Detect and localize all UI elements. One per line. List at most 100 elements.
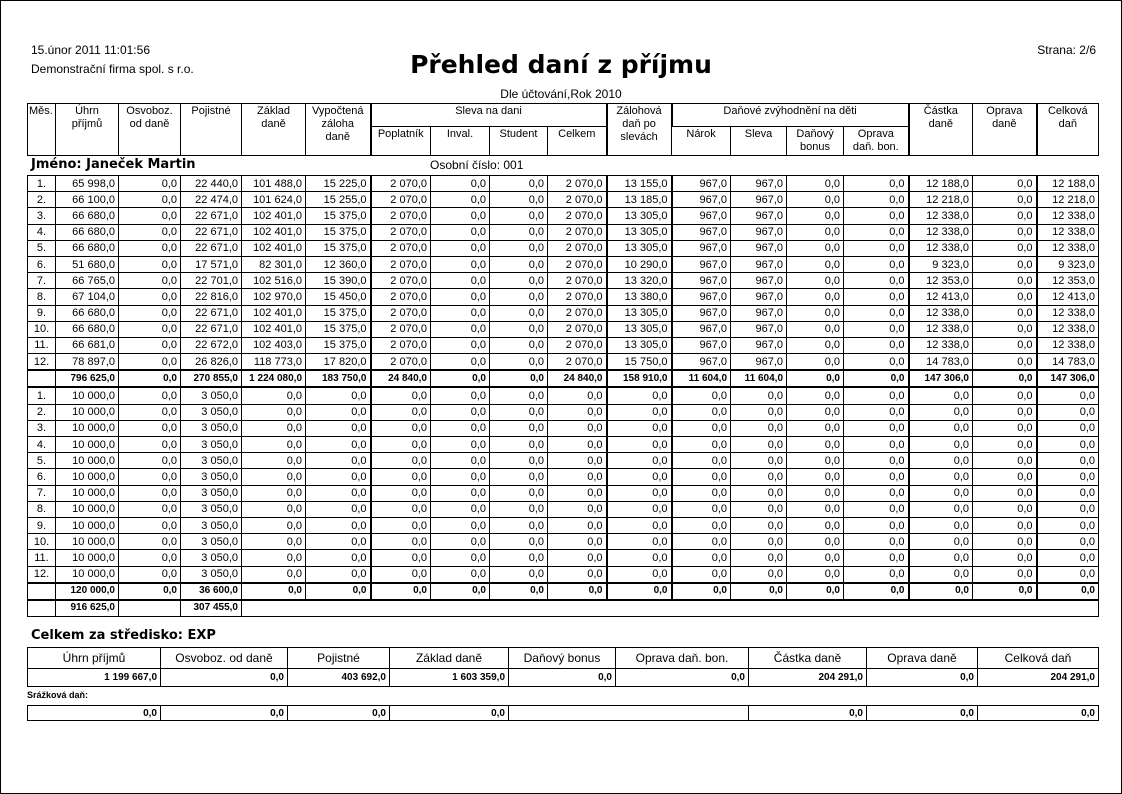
value-cell: 66 681,0 bbox=[55, 336, 119, 355]
value-cell: 0,0 bbox=[786, 320, 844, 338]
value-cell: 0,0 bbox=[118, 386, 181, 405]
value-cell: 10 000,0 bbox=[55, 484, 119, 502]
value-cell: 967,0 bbox=[670, 174, 731, 193]
value-cell: 0,0 bbox=[369, 435, 431, 454]
value-cell: 147 306,0 bbox=[907, 369, 973, 388]
value-cell: 158 910,0 bbox=[605, 369, 672, 388]
summary-value-cell: 0,0 bbox=[866, 668, 978, 687]
value-cell: 0,0 bbox=[843, 255, 909, 274]
value-cell: 0,0 bbox=[972, 207, 1037, 225]
table-row: 5. 66 680,0 0,0 22 671,0 102 401,0 15 375,0 2 … bbox=[27, 239, 1099, 257]
value-cell: 0,0 bbox=[305, 484, 371, 502]
value-cell: 0,0 bbox=[241, 500, 306, 518]
value-cell: 0,0 bbox=[547, 386, 607, 405]
col-advance-after-relief: Zálohová daň po slevách bbox=[605, 103, 673, 156]
value-cell: 22 672,0 bbox=[180, 336, 242, 355]
value-cell: 0,0 bbox=[605, 565, 672, 584]
value-cell: 13 305,0 bbox=[605, 207, 672, 225]
value-cell: 12 413,0 bbox=[907, 288, 973, 306]
value-cell: 0,0 bbox=[843, 320, 909, 338]
value-cell: 0,0 bbox=[369, 565, 431, 584]
value-cell: 0,0 bbox=[430, 353, 490, 371]
value-cell: 0,0 bbox=[489, 386, 548, 405]
value-cell: 967,0 bbox=[730, 336, 787, 355]
value-cell: 0,0 bbox=[730, 484, 787, 502]
value-cell: 0,0 bbox=[730, 452, 787, 470]
value-cell: 0,0 bbox=[843, 272, 909, 290]
column-header-table: Měs. Úhrn příjmů Osvoboz. od daně Pojist… bbox=[27, 103, 1100, 156]
value-cell: 0,0 bbox=[430, 223, 490, 241]
value-cell: 0,0 bbox=[907, 581, 973, 601]
value-cell: 17 571,0 bbox=[180, 255, 242, 274]
value-cell: 0,0 bbox=[786, 419, 844, 438]
value-cell: 22 671,0 bbox=[180, 223, 242, 241]
table-row: 7. 10 000,0 0,0 3 050,0 0,0 0,0 0,0 0,0 0,0 0,0 0,… bbox=[27, 484, 1099, 502]
value-cell: 9 323,0 bbox=[907, 255, 973, 274]
value-cell: 82 301,0 bbox=[241, 255, 306, 274]
value-cell: 967,0 bbox=[670, 255, 731, 274]
value-cell: 15 390,0 bbox=[305, 272, 371, 290]
col-relief-total: Celkem bbox=[546, 126, 608, 156]
value-cell: 2 070,0 bbox=[369, 304, 431, 322]
value-cell: 12 338,0 bbox=[1035, 239, 1099, 257]
table-row: 1. 10 000,0 0,0 3 050,0 0,0 0,0 0,0 0,0 0,0 0,0 0,… bbox=[27, 386, 1099, 405]
table-row: 1. 65 998,0 0,0 22 440,0 101 488,0 15 225,0 2 … bbox=[27, 174, 1099, 193]
value-cell: 0,0 bbox=[118, 435, 181, 454]
withholding-value-cell: 0,0 bbox=[389, 705, 509, 721]
value-cell: 0,0 bbox=[430, 516, 490, 535]
value-cell: 12 360,0 bbox=[305, 255, 371, 274]
value-cell: 2 070,0 bbox=[369, 207, 431, 225]
value-cell: 0,0 bbox=[786, 533, 844, 551]
value-cell: 0,0 bbox=[786, 500, 844, 518]
value-cell: 0,0 bbox=[730, 500, 787, 518]
value-cell: 0,0 bbox=[489, 516, 548, 535]
month-cell: 3. bbox=[27, 207, 56, 225]
value-cell: 0,0 bbox=[670, 500, 731, 518]
value-cell: 0,0 bbox=[843, 468, 909, 486]
value-cell: 0,0 bbox=[1035, 452, 1099, 470]
value-cell: 0,0 bbox=[786, 255, 844, 274]
value-cell: 0,0 bbox=[786, 304, 844, 322]
value-cell: 0,0 bbox=[972, 272, 1037, 290]
summary-value-cell: 204 291,0 bbox=[748, 668, 867, 687]
month-cell: 2. bbox=[27, 191, 56, 209]
value-cell: 12 218,0 bbox=[907, 191, 973, 209]
value-cell: 0,0 bbox=[489, 239, 548, 257]
value-cell: 0,0 bbox=[605, 516, 672, 535]
value-cell: 0,0 bbox=[670, 452, 731, 470]
table-row: 9. 66 680,0 0,0 22 671,0 102 401,0 15 375,0 2 … bbox=[27, 304, 1099, 322]
value-cell: 0,0 bbox=[907, 452, 973, 470]
table-row: 4. 66 680,0 0,0 22 671,0 102 401,0 15 375,0 2 … bbox=[27, 223, 1099, 241]
value-cell: 0,0 bbox=[305, 403, 371, 421]
summary-value-cell: 403 692,0 bbox=[287, 668, 390, 687]
summary-value-cell: 1 199 667,0 bbox=[27, 668, 161, 687]
value-cell: 0,0 bbox=[670, 581, 731, 601]
col-discount: Sleva bbox=[730, 126, 788, 156]
value-cell: 0,0 bbox=[118, 223, 181, 241]
value-cell: 967,0 bbox=[730, 353, 787, 371]
value-cell: 10 290,0 bbox=[605, 255, 672, 274]
value-cell: 0,0 bbox=[843, 288, 909, 306]
value-cell: 10 000,0 bbox=[55, 549, 119, 567]
value-cell: 0,0 bbox=[786, 386, 844, 405]
value-cell: 0,0 bbox=[305, 500, 371, 518]
value-cell: 2 070,0 bbox=[547, 336, 607, 355]
summary-title: Celkem za středisko: EXP bbox=[31, 628, 216, 643]
value-cell: 2 070,0 bbox=[547, 174, 607, 193]
summary-header-cell: Základ daně bbox=[389, 647, 509, 669]
value-cell: 0,0 bbox=[972, 581, 1037, 601]
withholding-tax-label: Srážková daň: bbox=[27, 690, 89, 700]
value-cell: 0,0 bbox=[305, 435, 371, 454]
month-cell: 5. bbox=[27, 239, 56, 257]
value-cell: 66 680,0 bbox=[55, 239, 119, 257]
value-cell: 0,0 bbox=[670, 565, 731, 584]
value-cell: 0,0 bbox=[369, 468, 431, 486]
value-cell: 0,0 bbox=[670, 435, 731, 454]
value-cell: 22 671,0 bbox=[180, 304, 242, 322]
value-cell: 24 840,0 bbox=[369, 369, 431, 388]
value-cell: 0,0 bbox=[843, 581, 909, 601]
value-cell: 13 305,0 bbox=[605, 304, 672, 322]
value-cell: 0,0 bbox=[489, 272, 548, 290]
value-cell: 2 070,0 bbox=[369, 320, 431, 338]
value-cell: 0,0 bbox=[305, 468, 371, 486]
